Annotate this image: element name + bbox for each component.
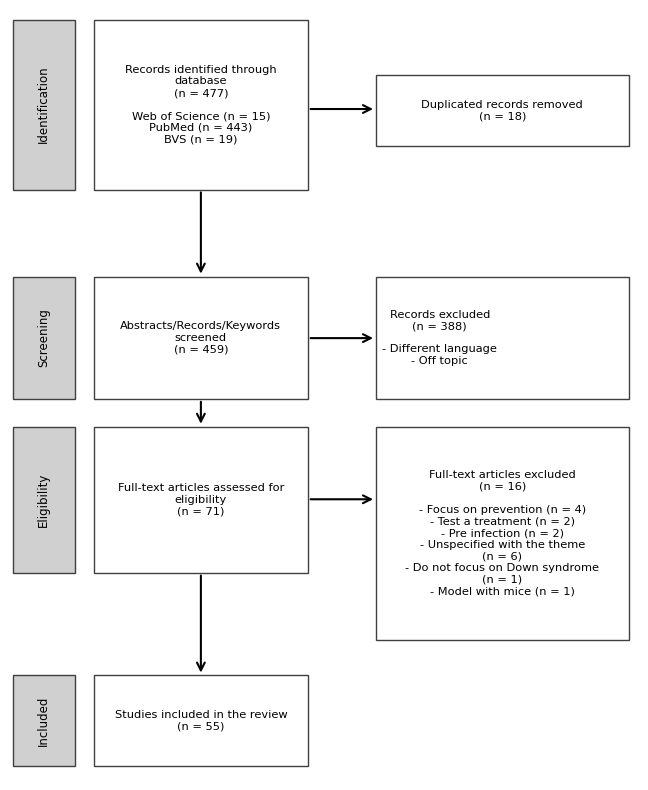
Text: Records identified through
database
(n = 477)

Web of Science (n = 15)
PubMed (n: Records identified through database (n =…: [125, 65, 277, 145]
Text: Screening: Screening: [37, 308, 51, 367]
Bar: [13, 427, 75, 573]
Text: Records excluded
(n = 388)

- Different language
- Off topic: Records excluded (n = 388) - Different l…: [382, 310, 497, 366]
Bar: [376, 276, 629, 399]
Text: Included: Included: [37, 696, 51, 746]
Text: Identification: Identification: [37, 66, 51, 144]
Text: Studies included in the review
(n = 55): Studies included in the review (n = 55): [115, 710, 287, 732]
Bar: [376, 75, 629, 146]
Bar: [94, 675, 308, 766]
Text: Full-text articles excluded
(n = 16)

- Focus on prevention (n = 4)
- Test a tre: Full-text articles excluded (n = 16) - F…: [405, 470, 599, 596]
Text: Abstracts/Records/Keywords
screened
(n = 459): Abstracts/Records/Keywords screened (n =…: [121, 321, 281, 355]
Bar: [94, 276, 308, 399]
Text: Full-text articles assessed for
eligibility
(n = 71): Full-text articles assessed for eligibil…: [118, 483, 284, 517]
Bar: [13, 20, 75, 190]
Bar: [13, 276, 75, 399]
Bar: [94, 427, 308, 573]
Bar: [13, 675, 75, 766]
Bar: [376, 427, 629, 640]
Text: Duplicated records removed
(n = 18): Duplicated records removed (n = 18): [421, 100, 583, 122]
Bar: [94, 20, 308, 190]
Text: Eligibility: Eligibility: [37, 472, 51, 527]
